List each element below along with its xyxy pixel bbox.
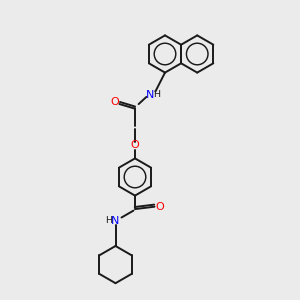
Text: H: H — [153, 90, 160, 99]
Text: O: O — [110, 97, 119, 107]
Text: N: N — [146, 89, 154, 100]
Text: O: O — [130, 140, 140, 151]
Text: O: O — [155, 202, 164, 212]
Text: N: N — [111, 215, 120, 226]
Text: H: H — [105, 216, 112, 225]
